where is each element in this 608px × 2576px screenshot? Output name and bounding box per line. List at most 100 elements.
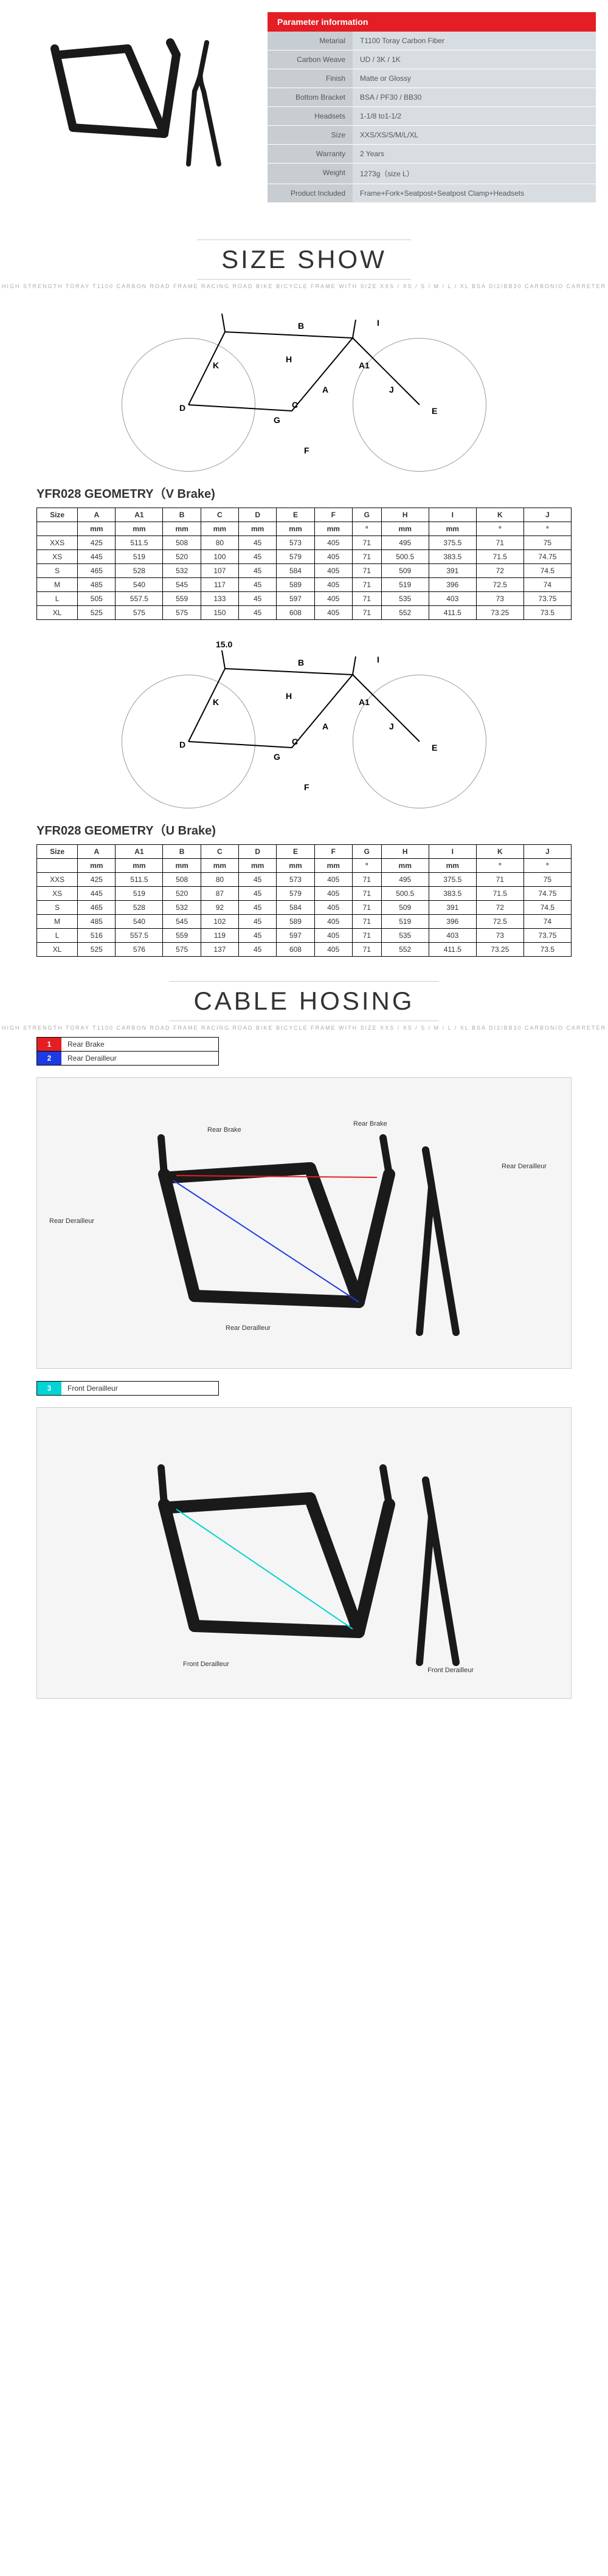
geom-header: A1 bbox=[116, 845, 163, 859]
geom-cell: 519 bbox=[381, 915, 429, 929]
geom-cell: 535 bbox=[381, 592, 429, 606]
callout-rear-brake: Rear Brake bbox=[353, 1120, 387, 1128]
geom-cell: L bbox=[37, 592, 78, 606]
legend-label: Front Derailleur bbox=[61, 1382, 218, 1395]
geom-cell: 557.5 bbox=[116, 929, 163, 943]
geom-cell: 73.75 bbox=[523, 929, 571, 943]
geom-cell: 71 bbox=[352, 550, 381, 564]
geom-cell: 71 bbox=[476, 536, 523, 550]
svg-text:F: F bbox=[304, 782, 309, 792]
geom-cell: 383.5 bbox=[429, 887, 476, 901]
legend-row: 2Rear Derailleur bbox=[36, 1051, 219, 1066]
geom-cell: 71 bbox=[352, 901, 381, 915]
geom-cell: 495 bbox=[381, 873, 429, 887]
geom-cell: 495 bbox=[381, 536, 429, 550]
geom-cell: 150 bbox=[201, 606, 238, 620]
legend-row: 3Front Derailleur bbox=[36, 1381, 219, 1396]
svg-text:G: G bbox=[274, 752, 280, 762]
geom-cell: 375.5 bbox=[429, 536, 476, 550]
geom-cell: L bbox=[37, 929, 78, 943]
svg-text:B: B bbox=[298, 321, 304, 331]
geom-cell: 72 bbox=[476, 564, 523, 578]
geom-cell: 383.5 bbox=[429, 550, 476, 564]
geom-cell: 575 bbox=[163, 606, 201, 620]
geom-cell: 597 bbox=[277, 929, 314, 943]
geom-header: Size bbox=[37, 508, 78, 522]
geom-cell: 509 bbox=[381, 564, 429, 578]
geom-cell: 411.5 bbox=[429, 943, 476, 957]
geom-unit: mm bbox=[201, 522, 238, 536]
geom-cell: XL bbox=[37, 606, 78, 620]
geom-cell: 71 bbox=[352, 578, 381, 592]
geom-cell: 519 bbox=[116, 550, 163, 564]
param-value: 1273g（size L） bbox=[353, 164, 596, 184]
geom-header: C bbox=[201, 845, 238, 859]
geom-cell: 405 bbox=[314, 606, 352, 620]
svg-text:F: F bbox=[304, 446, 309, 455]
geom-cell: 528 bbox=[116, 901, 163, 915]
param-label: Product Included bbox=[268, 184, 353, 202]
param-row: FinishMatte or Glossy bbox=[268, 69, 596, 88]
geom-cell: 584 bbox=[277, 901, 314, 915]
geometry-diagram-v: B I K D H A A1 J G E F C bbox=[122, 301, 486, 472]
geom-cell: XXS bbox=[37, 873, 78, 887]
geom-header: E bbox=[277, 508, 314, 522]
geom-cell: 72.5 bbox=[476, 915, 523, 929]
geom-header: C bbox=[201, 508, 238, 522]
geom-cell: 532 bbox=[163, 901, 201, 915]
geom-unit: mm bbox=[116, 859, 163, 873]
geom-cell: 545 bbox=[163, 578, 201, 592]
geom-cell: 396 bbox=[429, 578, 476, 592]
geom-cell: 73.25 bbox=[476, 606, 523, 620]
geom-cell: XS bbox=[37, 887, 78, 901]
geom-cell: 71 bbox=[352, 606, 381, 620]
geom-unit: mm bbox=[239, 522, 277, 536]
frame-product-image bbox=[12, 12, 255, 182]
svg-text:J: J bbox=[389, 721, 394, 731]
geom-header: G bbox=[352, 508, 381, 522]
geom-cell: 584 bbox=[277, 564, 314, 578]
geom-cell: 45 bbox=[239, 901, 277, 915]
param-row: SizeXXS/XS/S/M/L/XL bbox=[268, 126, 596, 145]
geom-cell: S bbox=[37, 901, 78, 915]
geom-cell: 45 bbox=[239, 873, 277, 887]
svg-text:I: I bbox=[377, 318, 379, 328]
cable-hosing-title: CABLE HOSING HIGH STRENGTH TORAY T1100 C… bbox=[0, 981, 608, 1031]
geom-unit: ° bbox=[476, 859, 523, 873]
geom-cell: 405 bbox=[314, 564, 352, 578]
geom-cell: 411.5 bbox=[429, 606, 476, 620]
geom-cell: 485 bbox=[78, 578, 116, 592]
cable-hosing-subtitle: HIGH STRENGTH TORAY T1100 CARBON ROAD FR… bbox=[0, 1025, 608, 1031]
geom-unit: ° bbox=[476, 522, 523, 536]
geom-unit: mm bbox=[381, 859, 429, 873]
geom-cell: 71 bbox=[476, 873, 523, 887]
geom-cell: 465 bbox=[78, 564, 116, 578]
svg-text:H: H bbox=[286, 691, 292, 701]
geom-cell: 45 bbox=[239, 887, 277, 901]
geom-cell: 520 bbox=[163, 550, 201, 564]
cable-legend-2: 3Front Derailleur bbox=[36, 1381, 572, 1396]
param-label: Finish bbox=[268, 69, 353, 88]
geom-unit: mm bbox=[78, 522, 116, 536]
geom-cell: 137 bbox=[201, 943, 238, 957]
svg-text:J: J bbox=[389, 385, 394, 394]
param-label: Metarial bbox=[268, 32, 353, 50]
geom-cell: 405 bbox=[314, 929, 352, 943]
geom-unit: mm bbox=[163, 859, 201, 873]
geometry-v-table: SizeAA1BCDEFGHIKJmmmmmmmmmmmmmm°mmmm°°XX… bbox=[36, 508, 572, 620]
geom-cell: 73.5 bbox=[523, 943, 571, 957]
legend-number: 1 bbox=[37, 1038, 61, 1051]
geom-header: K bbox=[476, 508, 523, 522]
svg-text:A1: A1 bbox=[359, 360, 370, 370]
geom-cell: 557.5 bbox=[116, 592, 163, 606]
geom-cell: 87 bbox=[201, 887, 238, 901]
parameter-table: Parameter information MetarialT1100 Tora… bbox=[268, 12, 596, 203]
param-value: XXS/XS/S/M/L/XL bbox=[353, 126, 596, 144]
geom-cell: 508 bbox=[163, 873, 201, 887]
geom-cell: 45 bbox=[239, 550, 277, 564]
geom-cell: 71.5 bbox=[476, 887, 523, 901]
geometry-frame-lines: 15.0 B I K D H A A1 J G E F C bbox=[122, 638, 486, 808]
geom-cell: 445 bbox=[78, 550, 116, 564]
geom-unit: mm bbox=[381, 522, 429, 536]
geom-cell: 579 bbox=[277, 887, 314, 901]
